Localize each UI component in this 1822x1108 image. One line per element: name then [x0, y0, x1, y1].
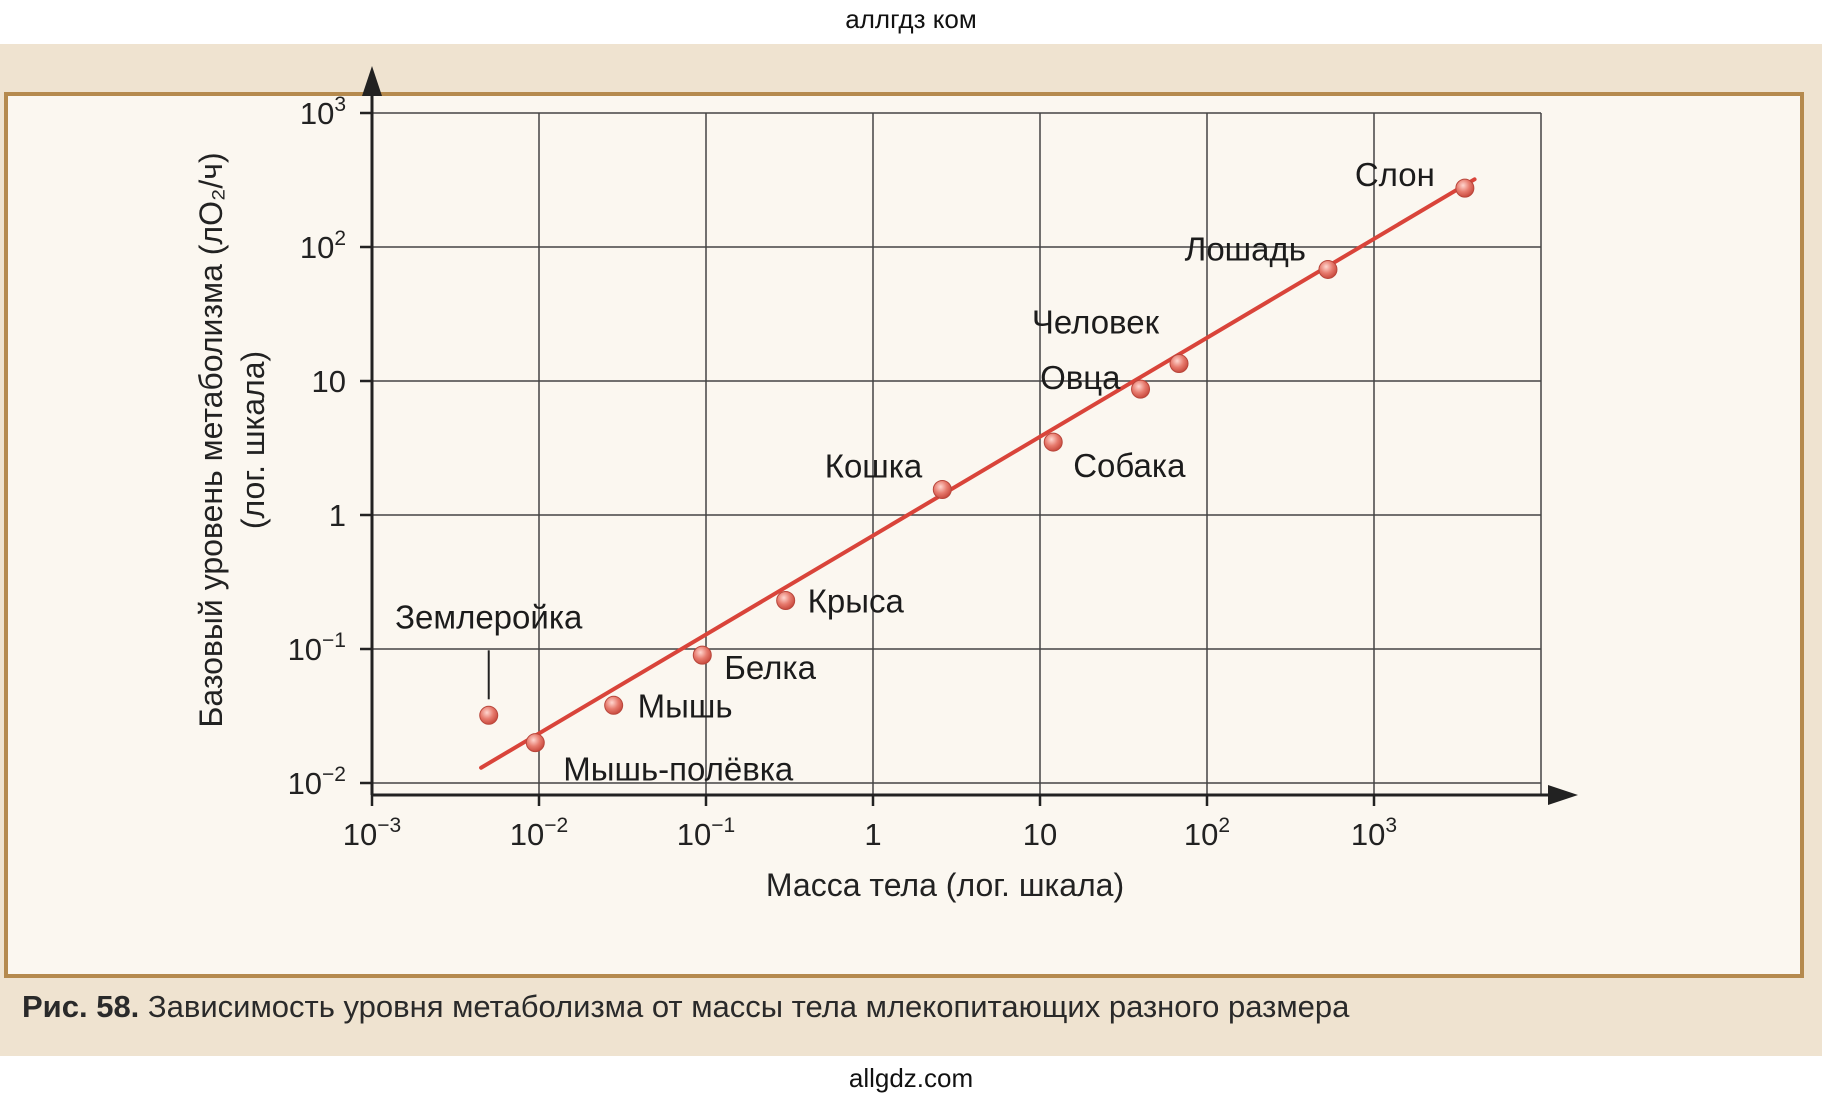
x-tick-label: 10−3	[343, 814, 401, 852]
caption-label: Рис. 58.	[22, 989, 140, 1024]
point-label: Человек	[1032, 304, 1160, 341]
y-axis-label: Базовый уровень метаболизма (лO₂/ч) (лог…	[193, 152, 271, 727]
x-axis-label: Масса тела (лог. шкала)	[766, 867, 1124, 903]
point-label: Овца	[1040, 359, 1121, 396]
y-tick-label: 1	[329, 498, 346, 533]
caption-text: Зависимость уровня метаболизма от массы …	[147, 989, 1350, 1024]
data-point	[525, 733, 545, 753]
point-label: Мышь	[638, 687, 733, 724]
data-point	[479, 705, 499, 725]
tick-labels: 10−3 10−2 10−1 1 10 102 103 10−2 10−1 1 10 102 103	[288, 93, 1398, 852]
y-axis-label-scale: (лог. шкала)	[235, 351, 271, 529]
y-tick-label: 10−2	[288, 763, 346, 801]
point-label: Землеройка	[395, 598, 583, 635]
data-point	[692, 645, 712, 665]
data-point	[604, 695, 624, 715]
y-axis-arrow	[362, 66, 382, 96]
x-tick-label: 102	[1184, 814, 1230, 852]
x-tick-label: 1	[864, 817, 881, 852]
point-label: Белка	[724, 649, 816, 686]
data-point	[1455, 178, 1475, 198]
y-axis-label-main: Базовый уровень метаболизма (лO₂/ч)	[193, 152, 229, 727]
figure-panel: Рис. 58. Зависимость уровня метаболизма …	[0, 44, 1822, 1056]
y-tick-label: 103	[300, 93, 346, 131]
bottom-watermark: allgdz.com	[848, 1063, 974, 1093]
grid-lines	[372, 112, 1542, 795]
point-label: Крыса	[808, 583, 905, 620]
point-label: Мышь-полёвка	[563, 751, 794, 788]
y-tick-label: 10−1	[288, 629, 346, 667]
regression-line	[479, 177, 1477, 770]
chart-frame	[4, 92, 1804, 978]
top-watermark: аллгдз ком	[845, 4, 977, 34]
fit-line-layer	[479, 177, 1477, 770]
data-point	[1169, 354, 1189, 374]
data-point	[1043, 432, 1063, 452]
point-label: Лошадь	[1185, 230, 1306, 267]
data-point	[1318, 259, 1338, 279]
point-label: Слон	[1355, 156, 1435, 193]
x-axis-arrow	[1548, 785, 1578, 805]
data-point	[776, 591, 796, 611]
x-tick-label: 10−1	[677, 814, 735, 852]
y-tick-label: 102	[300, 227, 346, 265]
y-tick-label: 10	[312, 364, 346, 399]
point-label: Кошка	[825, 447, 923, 484]
figure-caption: Рис. 58. Зависимость уровня метаболизма …	[22, 986, 1792, 1028]
data-point	[1131, 379, 1151, 399]
x-tick-label: 10	[1023, 817, 1057, 852]
data-points	[479, 178, 1475, 753]
x-tick-label: 103	[1351, 814, 1397, 852]
axes	[362, 66, 1578, 805]
point-label: Собака	[1073, 447, 1186, 484]
data-point	[932, 479, 952, 499]
x-tick-label: 10−2	[510, 814, 568, 852]
